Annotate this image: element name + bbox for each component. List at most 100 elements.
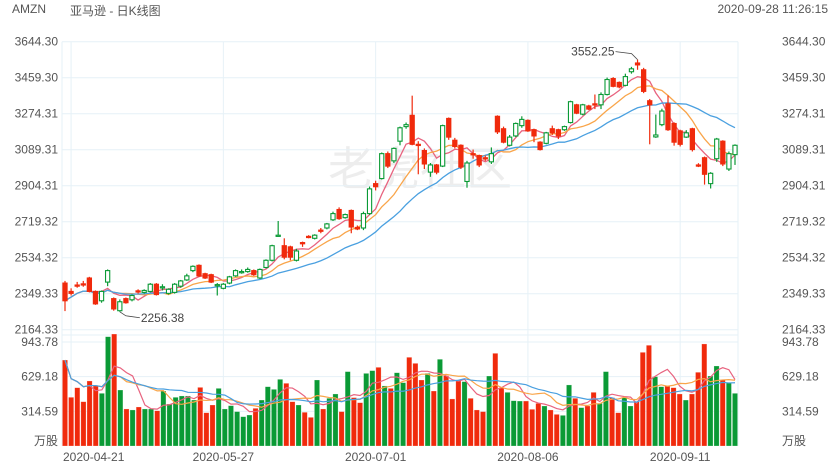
volume-bar	[117, 389, 124, 447]
date-label: 2020-05-27	[193, 450, 255, 464]
candle-down	[640, 67, 647, 94]
candle-down	[80, 280, 86, 287]
volume-bar	[264, 386, 271, 447]
volume-bar	[320, 408, 327, 447]
volume-bar	[516, 400, 523, 447]
volume-bar	[191, 399, 197, 447]
candle-up	[732, 144, 738, 165]
volume-bar	[486, 375, 493, 447]
candle-down	[415, 141, 421, 175]
volume-tick-right: 314.59	[782, 404, 819, 418]
volume-bar	[68, 396, 75, 447]
candle-body	[269, 245, 275, 261]
candle-up	[263, 259, 269, 269]
candle-down	[299, 241, 306, 247]
volume-bar	[394, 372, 400, 447]
volume-bar	[676, 393, 683, 447]
candle-body	[452, 139, 458, 148]
candle-up	[245, 267, 251, 273]
watermark-logo: 老虎社区	[328, 143, 512, 195]
volume-bar	[449, 398, 456, 447]
candle-body	[403, 124, 409, 128]
volume-bar	[277, 379, 284, 447]
candle-body	[312, 234, 318, 239]
candle-body	[336, 208, 342, 220]
candle-up	[147, 283, 153, 293]
volume-bar	[633, 401, 640, 447]
volume-bar	[732, 393, 738, 447]
volume-bar	[80, 401, 87, 447]
volume-bar	[363, 373, 370, 447]
candle-body	[379, 153, 385, 180]
candle-body	[525, 119, 531, 132]
volume-bar	[74, 387, 81, 447]
candle-up	[293, 248, 300, 262]
candle-body	[683, 132, 689, 138]
candle-up	[159, 284, 166, 291]
candle-up	[98, 290, 105, 303]
volume-bar	[701, 343, 708, 447]
candle-body	[342, 214, 348, 219]
candle-down	[720, 140, 726, 167]
volume-bar	[369, 370, 376, 447]
volume-bar	[467, 397, 474, 447]
candle-body	[372, 183, 379, 188]
volume-bar	[197, 387, 204, 447]
candle-up	[190, 265, 196, 273]
volume-bar	[98, 393, 105, 447]
volume-bar	[301, 411, 308, 447]
volume-bars	[62, 333, 738, 447]
candle-up	[598, 92, 604, 110]
candle-up	[312, 234, 318, 240]
candle-up	[464, 160, 470, 188]
candle-down	[202, 272, 208, 279]
candle-body	[586, 105, 592, 110]
price-tick-right: 3459.30	[782, 71, 826, 85]
candle-up	[257, 268, 263, 279]
candle-down	[476, 154, 482, 168]
volume-bar	[172, 396, 179, 447]
volume-bar	[123, 408, 130, 447]
candle-up	[129, 294, 135, 302]
volume-tick-left: 314.59	[21, 404, 58, 418]
volume-bar	[603, 371, 609, 447]
candle-down	[482, 155, 488, 161]
volume-bar	[455, 380, 462, 447]
candle-body	[287, 246, 294, 258]
volume-bar	[510, 400, 517, 447]
candle-down	[458, 144, 464, 170]
candle-body	[305, 235, 312, 239]
price-tick-left: 3459.30	[15, 71, 59, 85]
candle-down	[348, 209, 354, 234]
candle-up	[397, 126, 403, 146]
candle-body	[616, 81, 622, 88]
candle-body	[488, 153, 495, 163]
candle-body	[184, 275, 190, 281]
min-low-leader	[119, 311, 140, 319]
volume-bar	[627, 405, 634, 447]
candle-body	[214, 284, 220, 287]
candle-body	[476, 155, 482, 166]
volume-bar	[246, 414, 253, 447]
candle-up	[165, 288, 172, 295]
date-label: 2020-09-11	[650, 450, 711, 464]
candle-down	[251, 269, 257, 276]
candle-up	[366, 186, 373, 215]
price-tick-left: 2904.31	[15, 179, 59, 193]
candle-body	[178, 280, 184, 287]
candle-up	[330, 211, 336, 221]
candle-up	[220, 283, 227, 290]
candle-body	[677, 130, 683, 145]
annotations: 3552.25 2256.38	[119, 45, 638, 325]
volume-bar	[258, 399, 265, 447]
candle-down	[446, 117, 452, 140]
candle-body	[427, 164, 434, 173]
candle-body	[220, 283, 227, 289]
candle-body	[263, 259, 269, 269]
volume-bar	[443, 375, 450, 447]
price-tick-left: 3274.31	[15, 107, 59, 121]
candle-body	[226, 276, 233, 284]
candle-body	[324, 223, 330, 229]
candle-up	[360, 211, 367, 231]
candle-body	[421, 149, 428, 165]
